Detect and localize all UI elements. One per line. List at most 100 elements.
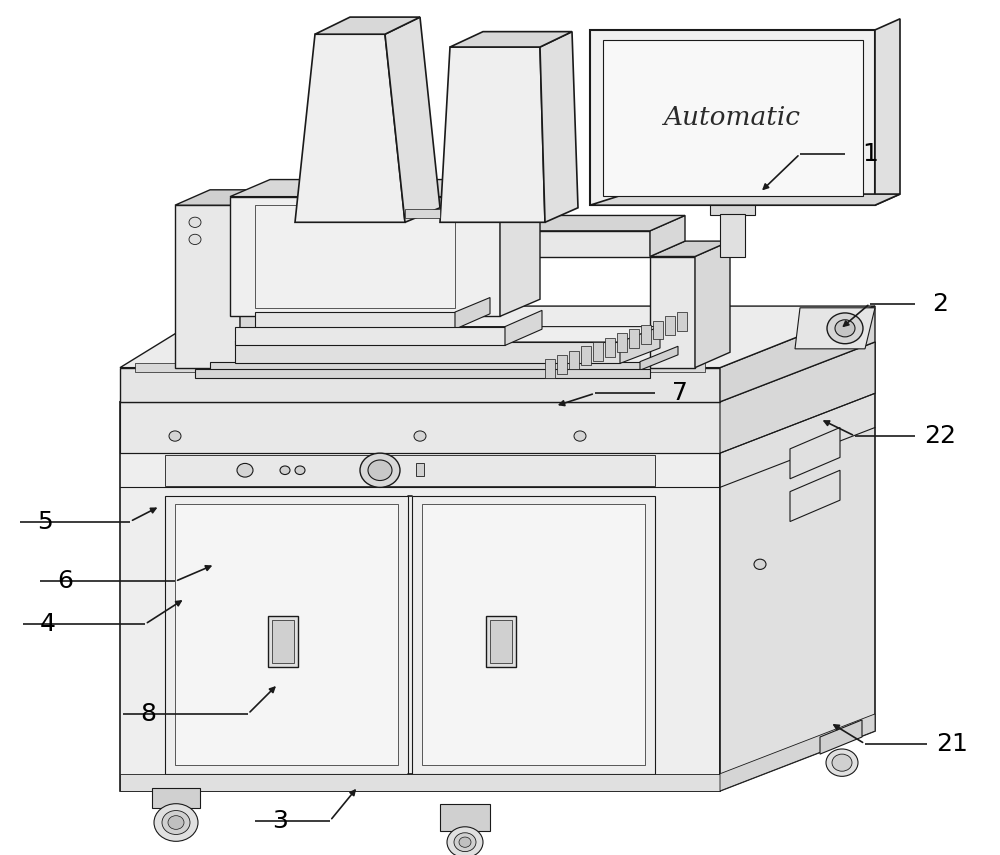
Circle shape [826,749,858,776]
Polygon shape [135,363,705,372]
Polygon shape [405,209,440,218]
Polygon shape [665,316,675,335]
Polygon shape [120,402,720,791]
Text: 22: 22 [924,424,956,448]
Polygon shape [720,342,875,791]
Circle shape [368,460,392,481]
Polygon shape [120,368,720,402]
Polygon shape [790,428,840,479]
Circle shape [835,320,855,337]
Polygon shape [416,463,424,476]
Polygon shape [490,620,512,663]
Polygon shape [175,504,398,765]
Polygon shape [650,241,730,256]
Polygon shape [240,231,650,256]
Polygon shape [240,190,275,368]
Circle shape [154,804,198,841]
Circle shape [414,431,426,441]
Circle shape [754,559,766,569]
Polygon shape [650,215,685,256]
Polygon shape [210,362,640,370]
Polygon shape [557,355,567,374]
Polygon shape [120,306,875,368]
Text: 21: 21 [936,732,968,756]
Polygon shape [120,342,875,402]
Polygon shape [695,241,730,368]
Polygon shape [720,342,875,453]
Polygon shape [593,342,603,361]
Polygon shape [230,180,540,197]
Circle shape [189,234,201,245]
Polygon shape [790,470,840,522]
Circle shape [189,217,201,227]
Polygon shape [640,346,678,370]
Circle shape [454,833,476,852]
Text: 4: 4 [40,612,56,636]
Text: 5: 5 [37,510,53,534]
Circle shape [295,466,305,475]
Polygon shape [875,19,900,205]
Polygon shape [540,32,578,222]
Polygon shape [500,180,540,316]
Circle shape [162,811,190,834]
Polygon shape [235,327,660,342]
Polygon shape [545,359,555,378]
Text: 6: 6 [57,569,73,593]
Polygon shape [412,496,655,774]
Circle shape [827,313,863,344]
Polygon shape [440,47,545,222]
Polygon shape [629,329,639,348]
Polygon shape [720,214,745,256]
Polygon shape [650,256,695,368]
Circle shape [280,466,290,475]
Text: 1: 1 [862,142,878,166]
Polygon shape [255,205,455,308]
Polygon shape [486,616,516,667]
Polygon shape [720,714,875,791]
Polygon shape [152,788,200,808]
Polygon shape [617,333,627,352]
Polygon shape [590,30,875,205]
Polygon shape [175,205,240,368]
Text: 2: 2 [932,292,948,315]
Polygon shape [820,720,862,754]
Text: 3: 3 [272,809,288,833]
Circle shape [168,816,184,829]
Text: Automatic: Automatic [664,105,800,131]
Circle shape [574,431,586,441]
Polygon shape [385,17,440,222]
Polygon shape [272,620,294,663]
Polygon shape [165,496,408,774]
Polygon shape [590,194,900,205]
Circle shape [459,837,471,847]
Polygon shape [569,351,579,369]
Polygon shape [605,338,615,357]
Polygon shape [235,342,620,363]
Polygon shape [230,197,500,316]
Polygon shape [255,312,455,329]
Circle shape [832,754,852,771]
Polygon shape [268,616,298,667]
Polygon shape [603,40,863,196]
Polygon shape [175,190,275,205]
Polygon shape [641,325,651,344]
Circle shape [360,453,400,487]
Circle shape [447,827,483,855]
Polygon shape [165,455,655,486]
Polygon shape [720,306,875,402]
Polygon shape [295,34,405,222]
Circle shape [169,431,181,441]
Polygon shape [710,203,755,215]
Text: 8: 8 [140,702,156,726]
Polygon shape [240,215,685,231]
Polygon shape [620,327,660,363]
Text: 7: 7 [672,381,688,405]
Polygon shape [677,312,687,331]
Polygon shape [422,504,645,765]
Polygon shape [235,327,505,345]
Polygon shape [505,310,542,345]
Polygon shape [795,308,875,349]
Polygon shape [653,321,663,339]
Polygon shape [195,369,650,378]
Polygon shape [120,402,720,453]
